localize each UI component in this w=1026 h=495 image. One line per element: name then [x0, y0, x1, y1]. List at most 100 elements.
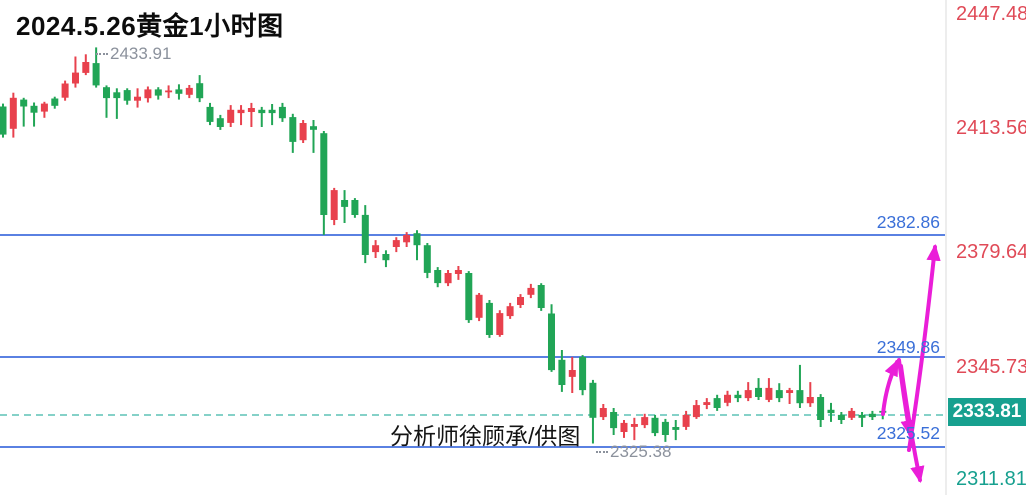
projection-up-2-arrow [907, 243, 941, 452]
candlestick [351, 198, 359, 218]
candlestick [227, 105, 235, 127]
candlestick [268, 104, 276, 126]
candlestick [444, 270, 452, 287]
projection-down-2-arrow [899, 364, 925, 484]
candlestick [724, 390, 731, 407]
candlestick [413, 230, 421, 261]
candlestick [765, 378, 773, 403]
candlestick [548, 304, 555, 372]
dotted-leader-icon [96, 53, 108, 55]
candlestick [185, 85, 193, 99]
candlestick [454, 266, 462, 280]
y-axis-tick-2447: 2447.48 [956, 3, 1026, 25]
candlestick [382, 250, 390, 268]
candlestick [517, 294, 524, 308]
candlestick [692, 400, 700, 419]
candlestick [630, 417, 638, 441]
resistance-level-label: 2382.86 [876, 212, 940, 232]
candlestick [620, 420, 628, 438]
candlestick [496, 310, 504, 337]
candlestick [237, 105, 245, 126]
candlestick [641, 413, 649, 429]
swing-high-value: 2433.91 [110, 44, 172, 63]
candlestick [9, 92, 17, 138]
candlestick [848, 408, 856, 420]
candlestick [703, 398, 711, 410]
candlestick [568, 356, 576, 393]
candlestick [485, 300, 493, 338]
candlestick [506, 302, 514, 319]
chart-title: 2024.5.26黄金1小时图 [16, 11, 284, 41]
candlestick [51, 96, 59, 109]
candlestick [755, 378, 762, 400]
candlestick [775, 383, 783, 403]
candlestick [392, 237, 400, 253]
y-axis-tick-2345: 2345.73 [956, 356, 1026, 378]
candlestick [599, 404, 607, 420]
candlestick [734, 390, 742, 403]
candlestick [61, 80, 69, 101]
candlestick [817, 394, 825, 427]
candlestick [247, 102, 255, 127]
candlestick [103, 85, 110, 118]
candlestick [786, 387, 794, 404]
candlestick [858, 412, 866, 427]
candlestick [527, 283, 535, 299]
candlestick [330, 187, 338, 226]
candlestick [299, 120, 307, 143]
candlestick [589, 379, 597, 444]
candlestick [165, 85, 173, 99]
candlestick [579, 355, 587, 396]
candlestick [806, 382, 814, 407]
candlestick [82, 54, 90, 76]
candlestick [423, 243, 431, 279]
candlestick [372, 240, 380, 258]
candlestick [610, 408, 618, 435]
candlestick [196, 75, 204, 103]
candlestick [40, 101, 48, 118]
candlestick [154, 87, 162, 100]
candlestick [361, 205, 369, 264]
swing-high-label: 2433.91 [96, 44, 171, 64]
candlestick [72, 56, 79, 88]
candlestick [134, 88, 141, 108]
candlestick [661, 418, 669, 442]
candlestick [289, 113, 297, 153]
mid-level-label: 2349.86 [876, 337, 940, 357]
candlestick [434, 267, 442, 288]
candlestick [144, 86, 152, 103]
swing-low-label: 2325.38 [596, 442, 671, 462]
candlestick [206, 102, 214, 126]
candlestick [123, 88, 131, 105]
candlestick [827, 402, 835, 422]
candlestick [868, 410, 876, 420]
candlestick [113, 88, 121, 119]
candlestick [258, 106, 266, 127]
current-price-badge: 2333.81 [948, 398, 1026, 426]
support-level-label: 2325.52 [876, 423, 940, 443]
candlestick [216, 114, 224, 130]
candlestick [672, 420, 680, 441]
candlestick [465, 271, 473, 323]
candlestick [796, 364, 804, 408]
y-axis-tick-2413: 2413.56 [956, 117, 1026, 139]
candlestick [175, 84, 183, 100]
candlestick [310, 120, 317, 153]
candlestick [475, 293, 483, 322]
candlestick [0, 103, 7, 138]
y-axis-tick-2379: 2379.64 [956, 241, 1026, 263]
dotted-leader-icon [596, 451, 608, 453]
candlestick [558, 350, 566, 392]
candlestick [30, 102, 38, 127]
candlestick [537, 283, 545, 311]
candlestick [403, 232, 411, 247]
candlestick [341, 190, 349, 223]
candlestick [320, 131, 328, 235]
candlestick [837, 412, 845, 424]
candlestick [651, 414, 659, 437]
analyst-watermark: 分析师徐顾承/供图 [390, 423, 581, 449]
swing-low-value: 2325.38 [610, 442, 672, 461]
current-price-value: 2333.81 [952, 401, 1022, 422]
